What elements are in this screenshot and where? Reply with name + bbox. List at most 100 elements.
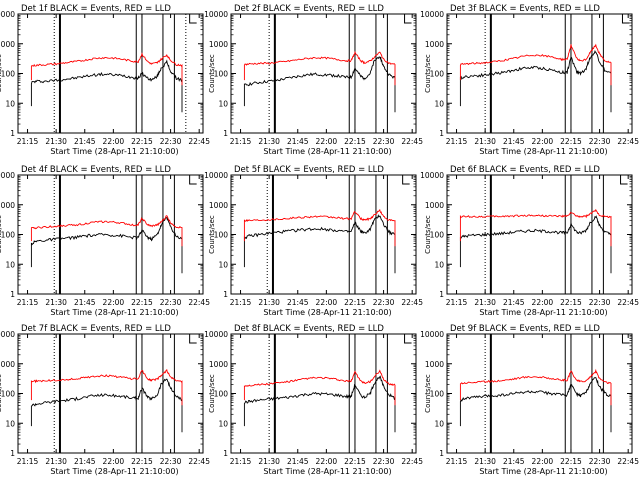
y-axis-label: Counts/sec bbox=[208, 215, 216, 254]
y-tick-label: 1000 bbox=[0, 360, 15, 369]
x-tick-label: 21:30 bbox=[474, 137, 496, 146]
x-axis-label: Start Time (28-Apr-11 21:10:00) bbox=[263, 308, 391, 317]
y-tick-label: 1 bbox=[223, 290, 228, 299]
x-tick-label: 22:30 bbox=[373, 298, 395, 307]
x-tick-label: 22:45 bbox=[188, 298, 210, 307]
series-lld-line bbox=[30, 368, 183, 406]
panel-title: Det 7f BLACK = Events, RED = LLD bbox=[21, 324, 171, 334]
y-tick-label: 1000 bbox=[425, 360, 444, 369]
y-tick-label: 100 bbox=[1, 70, 16, 79]
l-marker bbox=[621, 334, 630, 344]
x-tick-label: 21:45 bbox=[74, 298, 96, 307]
x-tick-label: 22:00 bbox=[532, 137, 554, 146]
y-axis-label: Counts/sec bbox=[0, 374, 3, 413]
x-tick-label: 21:30 bbox=[45, 298, 67, 307]
x-tick-label: 21:30 bbox=[474, 457, 496, 466]
y-tick-label: 100 bbox=[1, 231, 16, 240]
panel-title: Det 5f BLACK = Events, RED = LLD bbox=[234, 165, 384, 175]
panel-8: Det 8f BLACK = Events, RED = LLD 21:15 21:… bbox=[204, 324, 423, 476]
series-events-line bbox=[459, 377, 612, 433]
x-tick-label: 21:45 bbox=[287, 457, 309, 466]
x-tick-label: 21:30 bbox=[474, 298, 496, 307]
x-tick-label: 22:00 bbox=[532, 298, 554, 307]
panel-title: Det 2f BLACK = Events, RED = LLD bbox=[234, 4, 384, 14]
x-tick-label: 21:15 bbox=[446, 457, 468, 466]
x-tick-label: 21:30 bbox=[258, 137, 280, 146]
x-tick-label: 21:15 bbox=[230, 137, 252, 146]
x-tick-label: 21:30 bbox=[45, 137, 67, 146]
panel-title: Det 9f BLACK = Events, RED = LLD bbox=[450, 324, 600, 334]
y-tick-label: 1000 bbox=[0, 201, 15, 210]
l-marker bbox=[404, 334, 412, 344]
series-events-line bbox=[30, 59, 183, 113]
y-tick-label: 1000 bbox=[0, 40, 15, 49]
y-tick-label: 100 bbox=[430, 231, 445, 240]
l-marker bbox=[621, 14, 630, 24]
x-tick-label: 22:45 bbox=[188, 137, 210, 146]
x-tick-label: 21:30 bbox=[45, 457, 67, 466]
series-events-line bbox=[459, 215, 612, 274]
y-tick-label: 10 bbox=[5, 419, 15, 428]
y-tick-label: 1000 bbox=[425, 201, 444, 210]
y-tick-label: 10 bbox=[218, 99, 228, 108]
l-marker bbox=[189, 14, 197, 24]
y-tick-label: 1000 bbox=[425, 40, 444, 49]
y-tick-label: 10000 bbox=[204, 10, 228, 19]
plot-frame bbox=[230, 13, 417, 134]
x-tick-label: 21:45 bbox=[503, 457, 525, 466]
y-axis-label: Counts/sec bbox=[424, 215, 432, 254]
panel-6: Det 6f BLACK = Events, RED = LLD 21:15 21:… bbox=[420, 165, 639, 317]
y-tick-label: 1000 bbox=[209, 201, 228, 210]
series-lld-line bbox=[30, 52, 183, 86]
x-tick-label: 21:45 bbox=[74, 137, 96, 146]
panel-3: Det 3f BLACK = Events, RED = LLD 21:15 21:… bbox=[420, 4, 639, 156]
y-tick-label: 1 bbox=[439, 290, 444, 299]
x-tick-label: 21:15 bbox=[17, 298, 39, 307]
x-tick-label: 22:00 bbox=[103, 137, 125, 146]
x-tick-label: 22:30 bbox=[160, 137, 182, 146]
x-axis-label: Start Time (28-Apr-11 21:10:00) bbox=[263, 467, 391, 476]
l-marker bbox=[404, 14, 412, 24]
x-tick-label: 22:00 bbox=[532, 457, 554, 466]
y-axis-label: Counts/sec bbox=[424, 54, 432, 93]
series-events-line bbox=[30, 378, 183, 433]
l-marker bbox=[189, 334, 197, 344]
y-tick-label: 100 bbox=[430, 390, 445, 399]
y-tick-label: 10 bbox=[218, 260, 228, 269]
x-axis-label: Start Time (28-Apr-11 21:10:00) bbox=[479, 147, 607, 156]
y-axis-label: Counts/sec bbox=[208, 374, 216, 413]
y-tick-label: 1000 bbox=[209, 40, 228, 49]
x-tick-label: 22:45 bbox=[401, 298, 423, 307]
y-tick-label: 1 bbox=[223, 449, 228, 458]
x-tick-label: 22:00 bbox=[316, 457, 338, 466]
x-tick-label: 22:30 bbox=[589, 457, 611, 466]
y-tick-label: 100 bbox=[1, 390, 16, 399]
l-marker bbox=[402, 175, 410, 185]
y-tick-label: 10 bbox=[434, 99, 444, 108]
y-tick-label: 1000 bbox=[209, 360, 228, 369]
y-tick-label: 10 bbox=[5, 99, 15, 108]
y-tick-label: 10000 bbox=[0, 10, 15, 19]
series-lld-line bbox=[459, 43, 612, 86]
y-tick-label: 10 bbox=[218, 419, 228, 428]
l-marker bbox=[189, 175, 197, 185]
y-axis-label: Counts/sec bbox=[0, 215, 3, 254]
panel-title: Det 6f BLACK = Events, RED = LLD bbox=[450, 165, 600, 175]
x-tick-label: 21:45 bbox=[287, 298, 309, 307]
series-events-line bbox=[243, 214, 396, 274]
x-tick-label: 22:00 bbox=[316, 298, 338, 307]
y-tick-label: 100 bbox=[214, 390, 229, 399]
series-lld-line bbox=[243, 50, 396, 86]
y-tick-label: 100 bbox=[214, 70, 229, 79]
panel-title: Det 1f BLACK = Events, RED = LLD bbox=[21, 4, 171, 14]
x-axis-label: Start Time (28-Apr-11 21:10:00) bbox=[263, 147, 391, 156]
x-tick-label: 22:00 bbox=[103, 457, 125, 466]
panel-2: Det 2f BLACK = Events, RED = LLD 21:15 21:… bbox=[204, 4, 423, 156]
x-tick-label: 22:30 bbox=[589, 137, 611, 146]
x-tick-label: 22:15 bbox=[131, 457, 153, 466]
panel-title: Det 3f BLACK = Events, RED = LLD bbox=[450, 4, 600, 14]
x-tick-label: 21:30 bbox=[258, 298, 280, 307]
x-tick-label: 22:30 bbox=[373, 137, 395, 146]
x-tick-label: 22:15 bbox=[131, 298, 153, 307]
y-tick-label: 10000 bbox=[204, 330, 228, 339]
